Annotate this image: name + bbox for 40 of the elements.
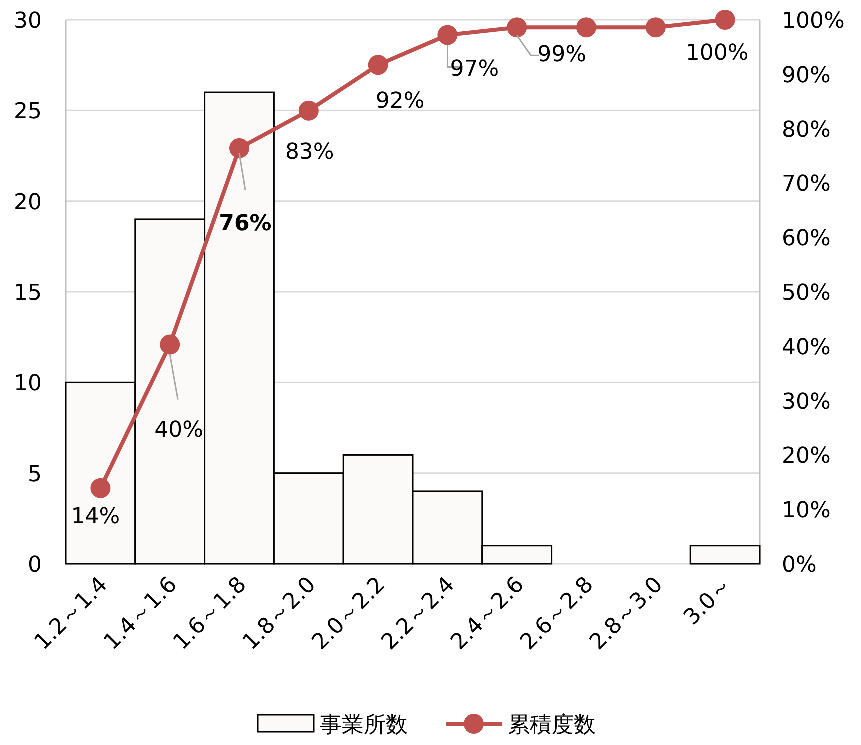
data-label: 40% [154, 418, 204, 443]
y2-tick-label: 0% [782, 553, 817, 578]
y2-tick-label: 20% [782, 444, 831, 470]
y2-tick-label: 10% [782, 498, 831, 524]
point [160, 334, 180, 355]
y-tick-label: 25 [14, 100, 42, 125]
y2-tick-label: 80% [782, 118, 831, 143]
point [715, 10, 736, 30]
legend-label: 累積度数 [508, 713, 596, 738]
y-tick-label: 30 [14, 9, 42, 34]
point [298, 100, 319, 121]
point [646, 18, 666, 38]
y2-tick-label: 30% [782, 390, 831, 415]
y2-tick-label: 60% [782, 226, 831, 252]
point [507, 18, 528, 38]
y2-tick-label: 100% [782, 9, 845, 34]
point [90, 478, 111, 498]
y-tick-label: 5 [28, 462, 42, 488]
y2-tick-label: 90% [782, 63, 831, 88]
y2-tick-label: 70% [782, 172, 831, 198]
point [438, 25, 458, 46]
y2-tick-label: 50% [782, 281, 831, 306]
y-tick-label: 0 [28, 553, 42, 578]
point [368, 55, 388, 76]
data-label: 100% [686, 41, 749, 66]
data-label: 92% [376, 89, 425, 114]
legend-label: 事業所数 [320, 713, 408, 738]
y2-tick-label: 40% [782, 335, 831, 360]
data-label: 99% [538, 42, 587, 68]
y-tick-label: 10 [14, 372, 42, 397]
x-tick-label: 3.0～ [680, 572, 738, 631]
y-tick-label: 15 [14, 281, 42, 306]
data-label: 83% [285, 140, 334, 165]
bar [690, 545, 761, 565]
data-label: 14% [71, 504, 120, 530]
data-label: 97% [450, 57, 500, 82]
data-label: 76% [219, 211, 272, 236]
y-tick-label: 20 [14, 190, 42, 216]
point [576, 18, 596, 38]
point [230, 138, 250, 158]
